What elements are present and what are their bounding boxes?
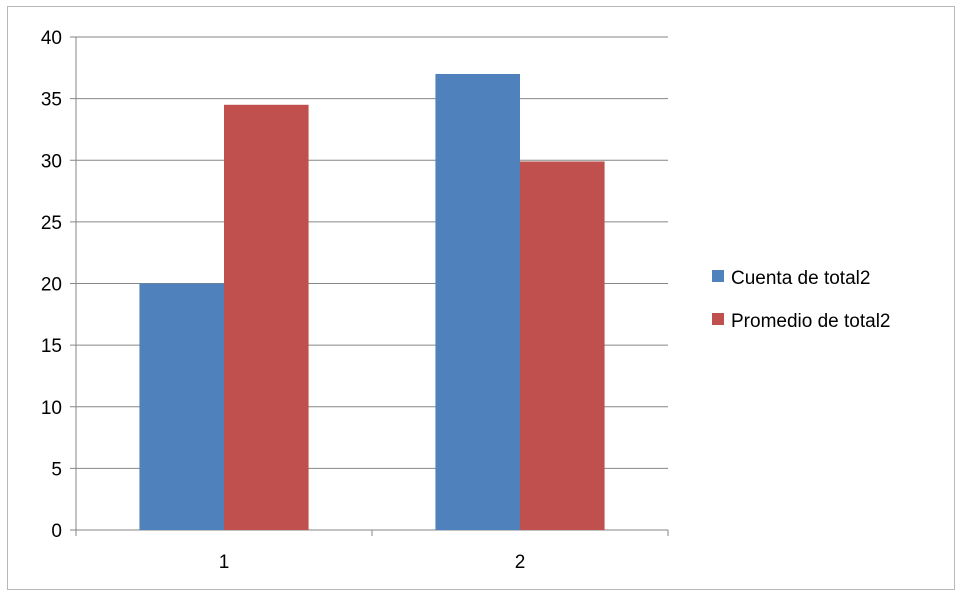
- y-tick-label: 20: [41, 275, 62, 296]
- bar: [224, 104, 309, 530]
- y-tick-label: 35: [41, 90, 62, 111]
- y-tick-label: 15: [41, 336, 62, 357]
- bars: [139, 73, 605, 531]
- bar: [435, 73, 520, 530]
- legend: Cuenta de total2 Promedio de total2: [712, 268, 891, 332]
- legend-label: Cuenta de total2: [731, 268, 870, 289]
- y-tick-label: 5: [51, 459, 62, 480]
- y-tick-label: 40: [41, 28, 62, 49]
- bar: [520, 161, 605, 531]
- y-tick-labels: 0 5 10 15 20 25 30 35 40: [41, 28, 62, 542]
- legend-swatch: [712, 270, 724, 282]
- bar: [139, 283, 224, 530]
- legend-swatch: [712, 313, 724, 325]
- x-tick-label: 1: [219, 552, 230, 573]
- y-tick-label: 30: [41, 151, 62, 172]
- y-tick-label: 10: [41, 398, 62, 419]
- legend-label: Promedio de total2: [731, 311, 891, 332]
- y-tick-label: 0: [51, 521, 62, 542]
- x-tick-label: 2: [515, 552, 526, 573]
- y-tick-label: 25: [41, 213, 62, 234]
